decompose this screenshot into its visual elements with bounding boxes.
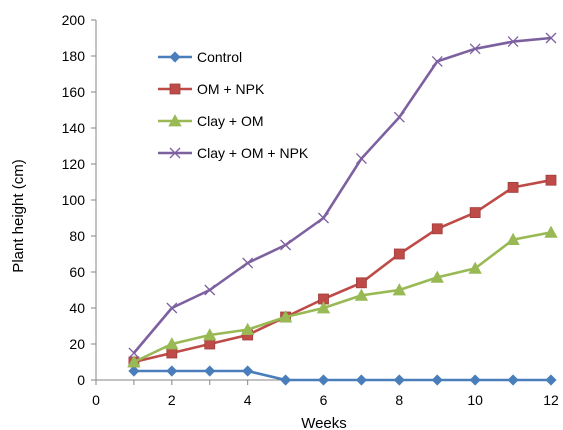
- x-tick-label: 8: [395, 392, 403, 408]
- x-tick-label: 0: [92, 392, 100, 408]
- data-point: [392, 283, 407, 296]
- data-point: [204, 365, 216, 377]
- data-point: [317, 374, 330, 386]
- series-layer: [127, 32, 558, 386]
- data-point: [318, 212, 329, 224]
- legend-item: OM + NPK: [158, 81, 265, 97]
- data-point: [204, 338, 216, 350]
- data-point: [354, 288, 369, 301]
- series-clay-om: [127, 225, 558, 368]
- x-axis-ticks: 0 2 4 6 8 10 12: [92, 380, 559, 408]
- legend: Control OM + NPK Clay + OM Clay + OM + NPK: [158, 49, 309, 161]
- x-tick-label: 2: [168, 392, 176, 408]
- legend-swatch-marker: [169, 83, 181, 95]
- data-point: [166, 302, 178, 314]
- legend-swatch-marker: [169, 147, 181, 159]
- legend-item: Clay + OM: [158, 113, 264, 129]
- data-point: [469, 43, 481, 55]
- data-point: [506, 232, 520, 246]
- data-point: [280, 239, 292, 251]
- data-point: [128, 347, 140, 359]
- data-point: [356, 277, 367, 289]
- axes: [95, 20, 551, 381]
- legend-label: Clay + OM: [197, 113, 264, 129]
- data-point: [544, 225, 558, 238]
- legend-swatch-marker: [169, 51, 181, 63]
- series-clay-om-npk: [128, 32, 557, 359]
- data-point: [355, 374, 367, 386]
- series-line: [133, 369, 551, 382]
- legend-label: Control: [197, 49, 242, 65]
- data-point: [431, 374, 443, 386]
- series-control: [128, 365, 557, 386]
- legend-label: Clay + OM + NPK: [197, 145, 309, 161]
- data-point: [165, 337, 179, 350]
- x-tick-label: 12: [543, 392, 559, 408]
- data-point: [166, 347, 178, 359]
- data-point: [545, 32, 557, 44]
- data-point: [242, 365, 254, 377]
- x-tick-label: 6: [320, 392, 328, 408]
- data-point: [469, 207, 481, 219]
- data-point: [545, 374, 557, 386]
- y-tick-label: 120: [62, 156, 86, 172]
- data-point: [393, 248, 405, 260]
- data-point: [203, 328, 217, 341]
- data-point: [393, 374, 405, 386]
- y-tick-label: 200: [62, 12, 86, 28]
- data-point: [242, 257, 254, 269]
- data-point: [240, 322, 255, 336]
- data-point: [431, 223, 443, 235]
- legend-label: OM + NPK: [197, 81, 265, 97]
- y-tick-label: 180: [62, 48, 86, 64]
- data-point: [545, 174, 557, 186]
- data-point: [127, 355, 141, 368]
- y-tick-label: 20: [69, 336, 85, 352]
- data-point: [507, 374, 519, 386]
- y-tick-label: 100: [62, 192, 86, 208]
- series-line: [133, 231, 552, 364]
- y-tick-label: 40: [69, 300, 85, 316]
- data-point: [468, 261, 482, 274]
- data-point: [469, 374, 481, 386]
- data-point: [278, 310, 293, 323]
- data-point: [393, 111, 405, 123]
- data-point: [204, 284, 216, 296]
- y-tick-label: 160: [62, 84, 86, 100]
- data-point: [355, 153, 367, 165]
- legend-swatch-marker: [168, 114, 182, 127]
- x-axis-title: Weeks: [301, 415, 347, 430]
- y-tick-label: 0: [77, 372, 85, 388]
- y-tick-label: 80: [69, 228, 85, 244]
- y-axis-title: Plant height (cm): [10, 159, 27, 272]
- data-point: [128, 365, 140, 377]
- data-point: [280, 374, 292, 386]
- y-tick-label: 60: [69, 264, 85, 280]
- y-axis-ticks: 0 20 40 60 80 100 120 140 160 180 200: [62, 12, 96, 388]
- x-tick-label: 10: [467, 392, 483, 408]
- data-point: [430, 270, 444, 283]
- data-point: [166, 365, 178, 377]
- data-point: [316, 301, 331, 314]
- data-point: [507, 181, 519, 193]
- legend-item: Clay + OM + NPK: [158, 145, 309, 161]
- legend-item: Control: [158, 49, 242, 65]
- x-tick-label: 4: [244, 392, 252, 408]
- series-line: [133, 178, 552, 364]
- data-point: [507, 36, 519, 48]
- series-line: [132, 36, 552, 354]
- data-point: [431, 55, 443, 67]
- y-tick-label: 140: [62, 120, 86, 136]
